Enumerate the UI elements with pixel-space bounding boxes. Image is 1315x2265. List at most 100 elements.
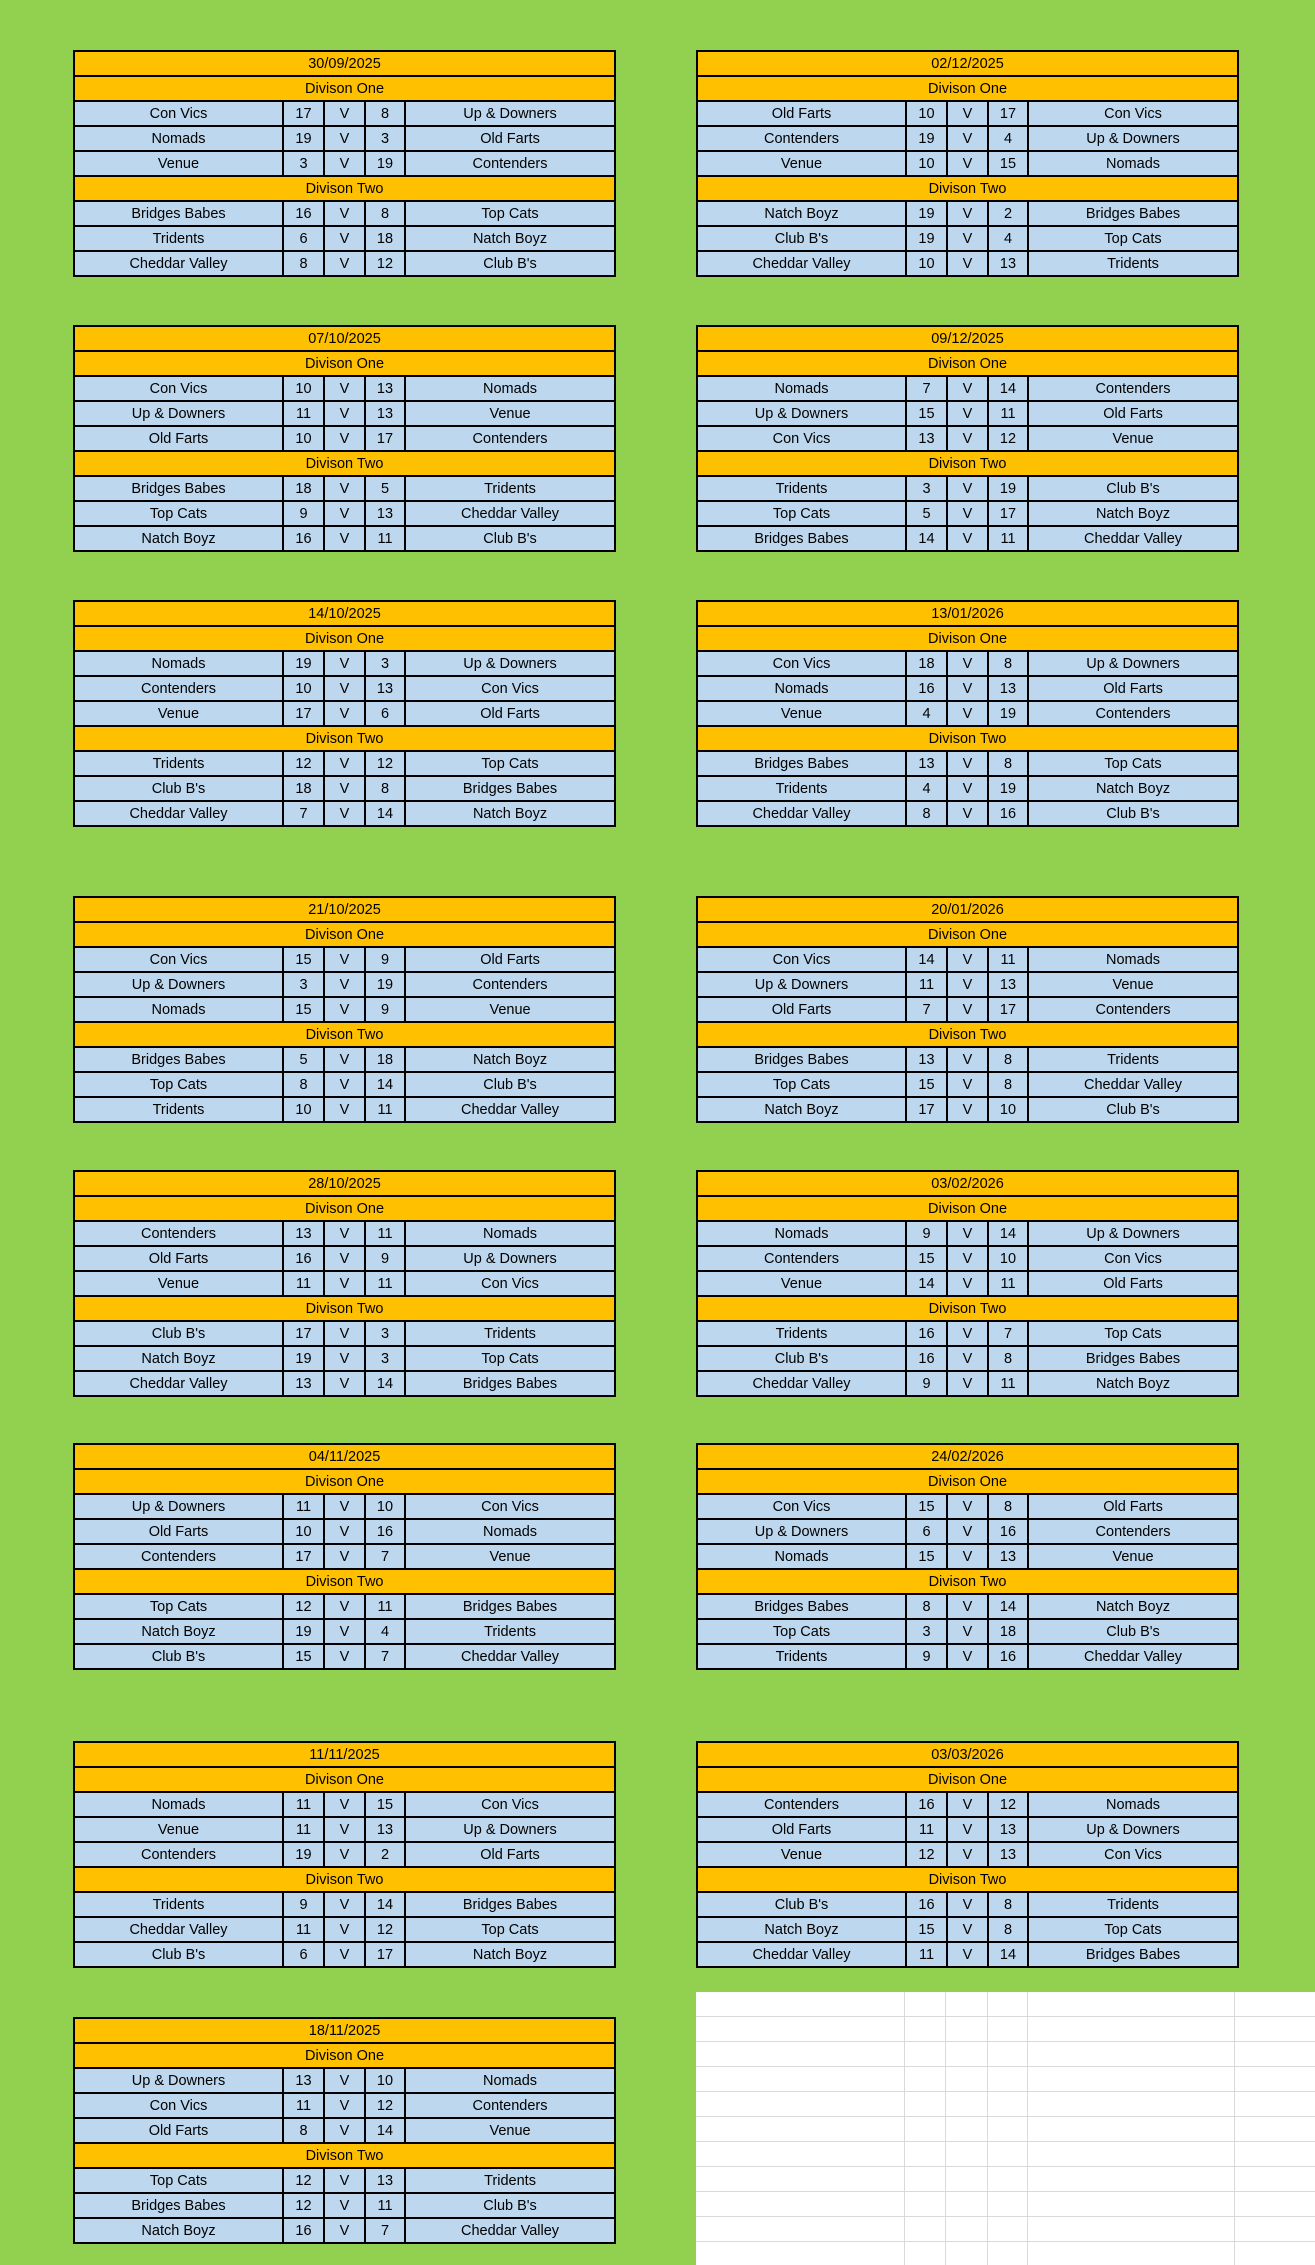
away-score-cell[interactable]: 4 bbox=[364, 1618, 406, 1645]
away-score-cell[interactable]: 11 bbox=[987, 1370, 1029, 1397]
vs-cell[interactable]: V bbox=[323, 675, 366, 702]
away-score-cell[interactable]: 14 bbox=[987, 1941, 1029, 1968]
home-score-cell[interactable]: 18 bbox=[905, 650, 948, 677]
vs-cell[interactable]: V bbox=[323, 2167, 366, 2194]
home-team-cell[interactable]: Old Farts bbox=[696, 100, 907, 127]
away-score-cell[interactable]: 13 bbox=[987, 971, 1029, 998]
vs-cell[interactable]: V bbox=[946, 650, 989, 677]
vs-cell[interactable]: V bbox=[323, 1071, 366, 1098]
away-score-cell[interactable]: 12 bbox=[987, 1791, 1029, 1818]
vs-cell[interactable]: V bbox=[323, 2192, 366, 2219]
home-score-cell[interactable]: 18 bbox=[282, 475, 325, 502]
away-score-cell[interactable]: 17 bbox=[987, 500, 1029, 527]
home-score-cell[interactable]: 15 bbox=[905, 400, 948, 427]
home-team-cell[interactable]: Cheddar Valley bbox=[73, 1370, 284, 1397]
away-team-cell[interactable]: Old Farts bbox=[1026, 675, 1240, 702]
away-score-cell[interactable]: 12 bbox=[364, 750, 406, 777]
fixture-date-cell[interactable]: 30/09/2025 bbox=[72, 50, 617, 77]
division-one-header-cell[interactable]: Divison One bbox=[72, 2042, 617, 2069]
away-score-cell[interactable]: 8 bbox=[364, 100, 406, 127]
away-score-cell[interactable]: 12 bbox=[364, 1916, 406, 1943]
away-team-cell[interactable]: Venue bbox=[403, 1543, 617, 1570]
home-team-cell[interactable]: Tridents bbox=[696, 1320, 907, 1347]
fixture-date-cell[interactable]: 02/12/2025 bbox=[695, 50, 1240, 77]
away-team-cell[interactable]: Cheddar Valley bbox=[403, 1096, 617, 1123]
away-team-cell[interactable]: Club B's bbox=[403, 2192, 617, 2219]
vs-cell[interactable]: V bbox=[323, 500, 366, 527]
away-score-cell[interactable]: 3 bbox=[364, 650, 406, 677]
home-team-cell[interactable]: Bridges Babes bbox=[696, 525, 907, 552]
home-score-cell[interactable]: 19 bbox=[282, 650, 325, 677]
home-score-cell[interactable]: 8 bbox=[282, 1071, 325, 1098]
away-team-cell[interactable]: Nomads bbox=[1026, 946, 1240, 973]
away-score-cell[interactable]: 8 bbox=[987, 650, 1029, 677]
vs-cell[interactable]: V bbox=[323, 2092, 366, 2119]
away-score-cell[interactable]: 17 bbox=[987, 996, 1029, 1023]
away-team-cell[interactable]: Venue bbox=[403, 996, 617, 1023]
home-score-cell[interactable]: 15 bbox=[905, 1493, 948, 1520]
home-team-cell[interactable]: Venue bbox=[696, 700, 907, 727]
fixture-date-cell[interactable]: 13/01/2026 bbox=[695, 600, 1240, 627]
away-team-cell[interactable]: Top Cats bbox=[1026, 1320, 1240, 1347]
home-team-cell[interactable]: Up & Downers bbox=[696, 400, 907, 427]
vs-cell[interactable]: V bbox=[946, 675, 989, 702]
home-score-cell[interactable]: 5 bbox=[282, 1046, 325, 1073]
home-team-cell[interactable]: Con Vics bbox=[73, 100, 284, 127]
home-team-cell[interactable]: Venue bbox=[73, 1270, 284, 1297]
vs-cell[interactable]: V bbox=[323, 1270, 366, 1297]
home-team-cell[interactable]: Club B's bbox=[73, 775, 284, 802]
away-team-cell[interactable]: Bridges Babes bbox=[404, 1891, 616, 1918]
away-score-cell[interactable]: 19 bbox=[364, 971, 406, 998]
away-team-cell[interactable]: Cheddar Valley bbox=[403, 500, 617, 527]
vs-cell[interactable]: V bbox=[323, 150, 366, 177]
away-team-cell[interactable]: Tridents bbox=[403, 475, 617, 502]
vs-cell[interactable]: V bbox=[946, 150, 989, 177]
vs-cell[interactable]: V bbox=[946, 1518, 989, 1545]
vs-cell[interactable]: V bbox=[946, 200, 989, 227]
away-team-cell[interactable]: Con Vics bbox=[403, 1270, 617, 1297]
vs-cell[interactable]: V bbox=[323, 650, 366, 677]
home-team-cell[interactable]: Venue bbox=[696, 1270, 907, 1297]
home-team-cell[interactable]: Tridents bbox=[73, 1096, 284, 1123]
away-team-cell[interactable]: Tridents bbox=[403, 2167, 617, 2194]
vs-cell[interactable]: V bbox=[323, 2217, 366, 2244]
home-score-cell[interactable]: 8 bbox=[905, 1593, 948, 1620]
vs-cell[interactable]: V bbox=[946, 125, 989, 152]
home-score-cell[interactable]: 13 bbox=[905, 1046, 948, 1073]
home-team-cell[interactable]: Bridges Babes bbox=[73, 1046, 284, 1073]
vs-cell[interactable]: V bbox=[323, 971, 366, 998]
vs-cell[interactable]: V bbox=[323, 125, 366, 152]
away-score-cell[interactable]: 11 bbox=[364, 2192, 406, 2219]
away-score-cell[interactable]: 19 bbox=[987, 475, 1029, 502]
away-team-cell[interactable]: Natch Boyz bbox=[403, 800, 617, 827]
division-two-header-cell[interactable]: Divison Two bbox=[72, 725, 617, 752]
home-score-cell[interactable]: 13 bbox=[282, 2067, 325, 2094]
home-score-cell[interactable]: 15 bbox=[282, 1643, 325, 1670]
home-score-cell[interactable]: 19 bbox=[282, 1345, 325, 1372]
away-team-cell[interactable]: Old Farts bbox=[403, 700, 617, 727]
away-score-cell[interactable]: 8 bbox=[987, 1345, 1029, 1372]
home-score-cell[interactable]: 19 bbox=[905, 125, 948, 152]
away-score-cell[interactable]: 7 bbox=[364, 2217, 406, 2244]
home-score-cell[interactable]: 10 bbox=[282, 1518, 325, 1545]
away-team-cell[interactable]: Top Cats bbox=[403, 750, 617, 777]
away-score-cell[interactable]: 19 bbox=[364, 150, 406, 177]
vs-cell[interactable]: V bbox=[323, 1643, 366, 1670]
away-score-cell[interactable]: 12 bbox=[987, 425, 1029, 452]
home-team-cell[interactable]: Contenders bbox=[73, 675, 284, 702]
away-team-cell[interactable]: Contenders bbox=[1026, 1518, 1240, 1545]
home-score-cell[interactable]: 10 bbox=[282, 425, 325, 452]
home-team-cell[interactable]: Old Farts bbox=[73, 425, 284, 452]
vs-cell[interactable]: V bbox=[323, 225, 366, 252]
vs-cell[interactable]: V bbox=[323, 375, 366, 402]
home-team-cell[interactable]: Venue bbox=[73, 150, 284, 177]
home-team-cell[interactable]: Top Cats bbox=[73, 1593, 284, 1620]
vs-cell[interactable]: V bbox=[323, 1941, 366, 1968]
away-team-cell[interactable]: Contenders bbox=[1026, 996, 1240, 1023]
away-team-cell[interactable]: Top Cats bbox=[1026, 1916, 1240, 1943]
home-score-cell[interactable]: 16 bbox=[905, 1891, 948, 1918]
fixture-date-cell[interactable]: 21/10/2025 bbox=[72, 896, 617, 923]
home-team-cell[interactable]: Bridges Babes bbox=[696, 1593, 907, 1620]
home-team-cell[interactable]: Nomads bbox=[73, 650, 284, 677]
away-score-cell[interactable]: 11 bbox=[364, 1220, 406, 1247]
